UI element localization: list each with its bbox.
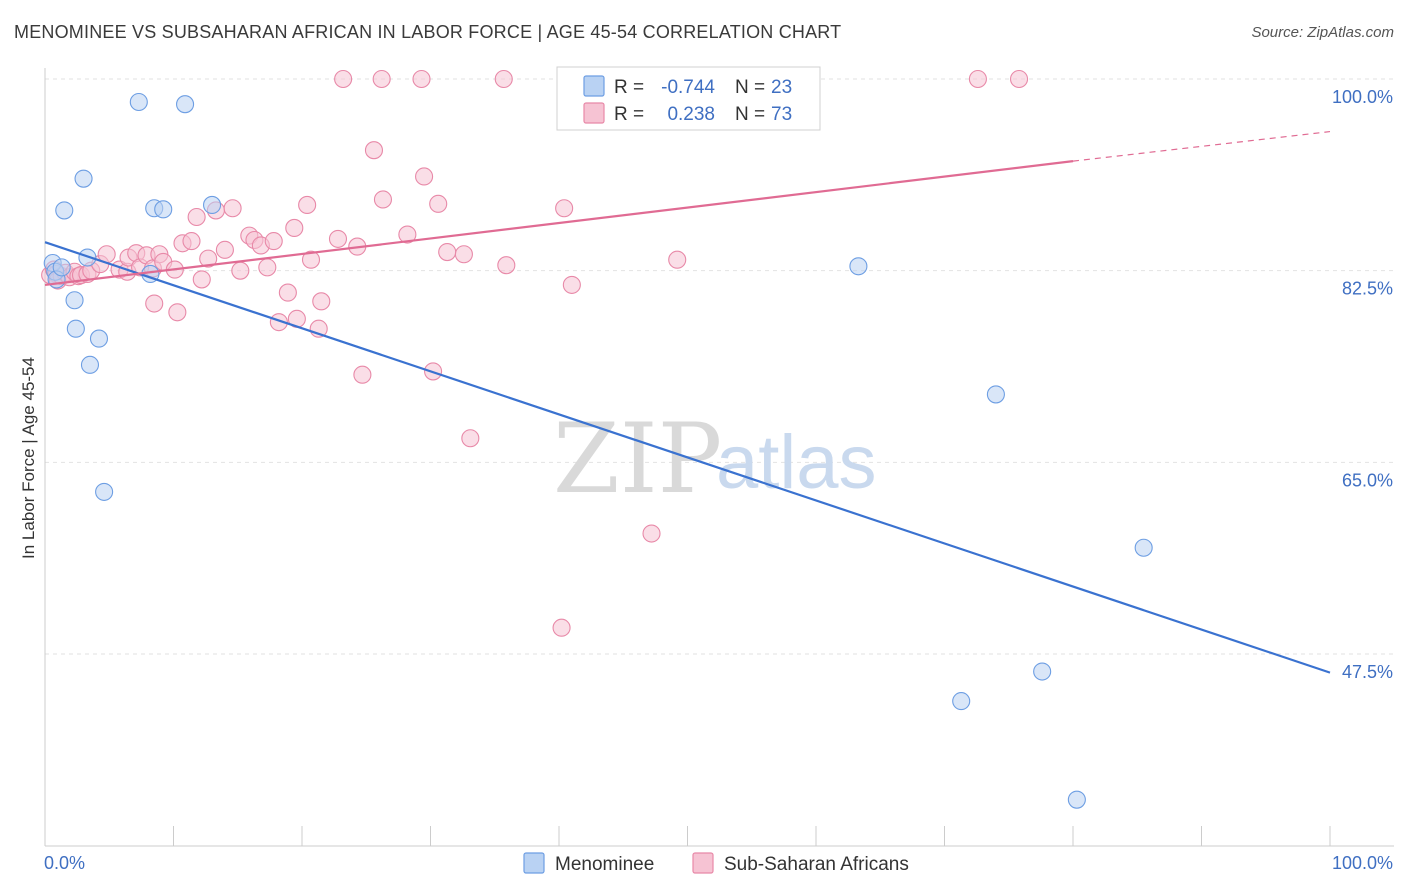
x-tick-label: 0.0%	[44, 853, 85, 873]
subsaharan-trend-extension	[1072, 130, 1331, 162]
subsaharan-point	[301, 250, 321, 269]
menominee-point	[849, 257, 868, 276]
subsaharan-point	[968, 69, 987, 89]
subsaharan-point	[461, 429, 480, 448]
subsaharan-point	[182, 232, 201, 251]
subsaharan-point	[328, 229, 348, 248]
subsaharan-point	[454, 245, 473, 264]
menominee-point	[129, 92, 148, 112]
legend-swatch-menominee	[583, 75, 605, 97]
y-axis-title: In Labor Force | Age 45-54	[19, 357, 38, 559]
subsaharan-point	[223, 199, 242, 218]
subsaharan-point	[192, 270, 211, 289]
subsaharan-point	[415, 167, 434, 186]
x-tick-label: 100.0%	[1332, 853, 1393, 873]
legend-r-label: R =	[614, 77, 644, 98]
subsaharan-trend-line	[44, 160, 1074, 286]
series-legend-subsaharan: Sub-Saharan Africans	[724, 854, 909, 875]
watermark: ZIP atlas	[553, 403, 877, 515]
menominee-point	[66, 319, 85, 338]
subsaharan-point	[168, 303, 187, 322]
series-legend: Menominee Sub-Saharan Africans	[523, 852, 909, 875]
legend-n-value: 73	[771, 104, 792, 125]
subsaharan-point	[353, 365, 372, 384]
correlation-legend: R = -0.744 N = 23 R = 0.238 N = 73	[556, 66, 821, 131]
subsaharan-point	[285, 218, 304, 238]
subsaharan-point	[373, 190, 393, 209]
grid-layer	[45, 78, 1394, 655]
subsaharan-point	[398, 225, 417, 244]
y-tick-label: 65.0%	[1342, 470, 1393, 490]
menominee-point	[80, 355, 100, 374]
subsaharan-point	[312, 292, 331, 311]
trend-lines	[44, 130, 1331, 674]
subsaharan-point	[145, 294, 164, 313]
subsaharan-point	[264, 232, 283, 251]
menominee-point	[65, 291, 84, 310]
subsaharan-point	[438, 242, 457, 262]
legend-r-value: -0.744	[661, 77, 715, 98]
subsaharan-point	[278, 283, 297, 302]
menominee-trend-line	[44, 241, 1331, 674]
series-legend-swatch-subsaharan	[692, 852, 714, 874]
menominee-point	[986, 385, 1005, 404]
menominee-point	[74, 169, 93, 188]
subsaharan-point	[642, 524, 661, 543]
subsaharan-point	[298, 195, 317, 215]
subsaharan-point	[372, 69, 391, 89]
menominee-point	[89, 329, 109, 348]
menominee-point	[95, 482, 114, 501]
series-legend-swatch-menominee	[523, 852, 545, 874]
x-tick-labels: 0.0% 100.0%	[44, 853, 1393, 873]
legend-swatch-subsaharan	[583, 102, 605, 124]
subsaharan-point	[552, 618, 571, 637]
subsaharan-point	[429, 194, 448, 213]
legend-r-label: R =	[614, 104, 644, 125]
subsaharan-point	[1009, 69, 1029, 89]
subsaharan-point	[215, 240, 234, 259]
menominee-point	[52, 258, 71, 277]
subsaharan-point	[497, 256, 516, 275]
subsaharan-point	[187, 207, 206, 227]
menominee-point	[55, 201, 74, 220]
menominee-point	[176, 95, 195, 114]
subsaharan-point	[555, 199, 574, 218]
menominee-point	[952, 692, 971, 711]
y-tick-label: 47.5%	[1342, 662, 1393, 682]
menominee-point	[1033, 662, 1052, 681]
subsaharan-point	[269, 313, 288, 332]
menominee-point	[1134, 538, 1153, 557]
y-tick-label: 82.5%	[1342, 279, 1393, 299]
menominee-point	[203, 195, 222, 215]
watermark-atlas: atlas	[716, 420, 877, 505]
series-subsaharan-points	[41, 69, 1029, 637]
legend-r-value: 0.238	[667, 104, 715, 125]
subsaharan-point	[562, 275, 581, 294]
axes-layer	[44, 68, 1394, 847]
chart-title: MENOMINEE VS SUBSAHARAN AFRICAN IN LABOR…	[14, 22, 842, 42]
menominee-point	[1067, 790, 1086, 809]
subsaharan-point	[199, 249, 218, 268]
subsaharan-point	[412, 69, 431, 89]
chart-source: Source: ZipAtlas.com	[1251, 24, 1394, 41]
subsaharan-point	[231, 261, 250, 280]
menominee-point	[154, 200, 173, 219]
subsaharan-point	[334, 69, 353, 89]
legend-n-label: N =	[735, 77, 765, 98]
legend-n-label: N =	[735, 104, 765, 125]
y-tick-labels: 100.0% 82.5% 65.0% 47.5%	[1332, 87, 1393, 682]
subsaharan-point	[364, 141, 384, 160]
subsaharan-point	[668, 250, 687, 269]
subsaharan-point	[258, 258, 277, 277]
subsaharan-point	[494, 69, 513, 89]
series-legend-menominee: Menominee	[555, 854, 654, 875]
legend-n-value: 23	[771, 77, 792, 98]
y-tick-label: 100.0%	[1332, 87, 1393, 107]
